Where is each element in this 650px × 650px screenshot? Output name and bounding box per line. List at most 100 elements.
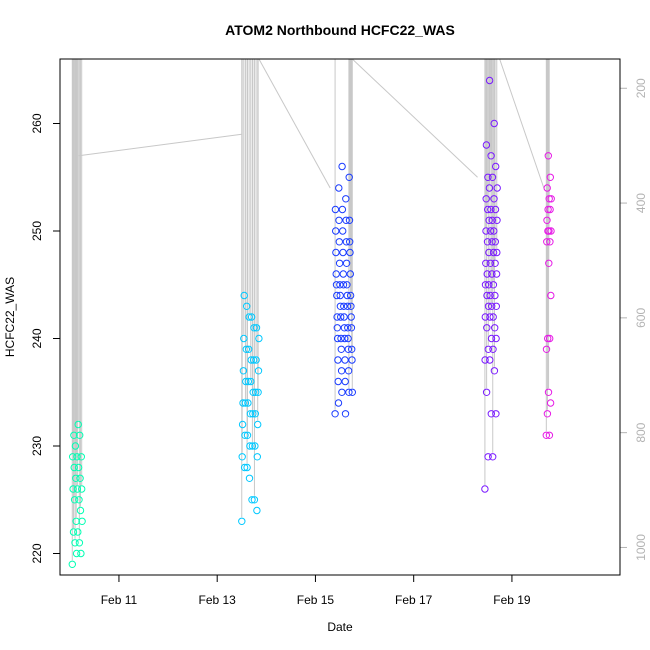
- data-point: [69, 528, 78, 536]
- data-point: [338, 162, 346, 171]
- data-point: [488, 270, 496, 278]
- data-point: [73, 453, 81, 461]
- data-point: [245, 345, 253, 353]
- data-point: [486, 356, 494, 364]
- x-axis-label: Date: [327, 620, 353, 634]
- data-point: [344, 345, 352, 353]
- data-point: [481, 485, 489, 493]
- data-point: [546, 238, 554, 246]
- data-point: [75, 496, 83, 504]
- data-point: [487, 205, 495, 214]
- data-point: [490, 227, 498, 235]
- data-point: [484, 345, 492, 353]
- data-point: [484, 302, 493, 310]
- data-point: [333, 313, 341, 321]
- data-point: [544, 205, 552, 214]
- plot-frame: [59, 58, 621, 576]
- data-point: [493, 248, 501, 257]
- data-point: [542, 431, 550, 439]
- data-point: [485, 76, 494, 85]
- data-point: [249, 356, 258, 364]
- data-point: [491, 238, 499, 246]
- data-point: [492, 270, 501, 278]
- data-point: [70, 496, 79, 504]
- data-point: [481, 281, 490, 289]
- data-point: [546, 334, 554, 343]
- data-point: [334, 399, 343, 407]
- data-point: [250, 324, 258, 332]
- data-point: [335, 216, 343, 225]
- right-axis: 200 400 600 800 1000: [620, 78, 648, 561]
- data-point: [492, 302, 500, 310]
- data-point: [493, 184, 501, 192]
- data-point: [240, 334, 248, 343]
- right-tick-label: 800: [634, 422, 648, 442]
- data-point: [337, 345, 345, 353]
- data-point: [543, 238, 551, 246]
- data-point: [72, 517, 80, 525]
- data-point: [253, 506, 261, 515]
- data-point: [337, 367, 346, 375]
- y-tick-label: 240: [30, 328, 44, 348]
- data-point: [340, 313, 348, 321]
- data-point: [486, 291, 494, 300]
- data-point: [489, 313, 497, 321]
- flight-profile-group: [241, 59, 259, 518]
- data-point: [345, 173, 353, 182]
- x-tick-label: Feb 13: [199, 593, 237, 607]
- data-point: [340, 324, 349, 332]
- data-point: [543, 410, 552, 418]
- data-point: [344, 334, 352, 343]
- data-point: [482, 259, 490, 267]
- data-point: [485, 216, 493, 225]
- data-point: [247, 377, 255, 386]
- data-point: [75, 539, 84, 547]
- data-point: [485, 281, 493, 289]
- chart-title: ATOM2 Northbound HCFC22_WAS: [225, 22, 455, 38]
- data-point: [240, 463, 249, 472]
- data-point: [482, 195, 490, 203]
- data-point: [341, 377, 349, 386]
- data-point: [481, 356, 489, 364]
- y-tick-label: 230: [30, 436, 44, 456]
- data-point: [489, 248, 498, 257]
- data-point: [331, 205, 340, 214]
- data-point: [491, 205, 500, 214]
- data-point: [74, 420, 82, 429]
- data-point: [348, 356, 356, 364]
- x-tick-label: Feb 11: [101, 593, 138, 607]
- data-point: [72, 474, 80, 482]
- data-point: [488, 238, 496, 246]
- data-point: [544, 334, 552, 343]
- data-point: [491, 291, 499, 300]
- data-point: [484, 205, 492, 214]
- data-point: [343, 281, 351, 289]
- data-point: [251, 410, 260, 418]
- data-point: [547, 291, 555, 300]
- x-tick-label: Feb 17: [395, 593, 433, 607]
- data-point: [248, 442, 257, 450]
- y-axis-label: HCFC22_WAS: [3, 277, 17, 357]
- data-point: [338, 388, 346, 396]
- data-point: [68, 560, 77, 568]
- data-point: [546, 205, 554, 214]
- data-point: [342, 195, 350, 203]
- data-point: [343, 291, 351, 300]
- data-point: [489, 281, 498, 289]
- right-tick-label: 200: [634, 78, 648, 98]
- data-point: [335, 259, 344, 267]
- data-point: [74, 463, 83, 472]
- right-tick-label: 400: [634, 193, 648, 213]
- data-point: [342, 216, 350, 225]
- data-point: [339, 248, 347, 257]
- data-points: [68, 76, 555, 568]
- data-point: [337, 334, 345, 343]
- data-point: [486, 259, 495, 267]
- data-point: [331, 410, 339, 418]
- data-point: [333, 291, 341, 300]
- data-point: [483, 270, 491, 278]
- data-point: [492, 334, 500, 343]
- data-point: [346, 238, 354, 246]
- data-point: [69, 485, 77, 493]
